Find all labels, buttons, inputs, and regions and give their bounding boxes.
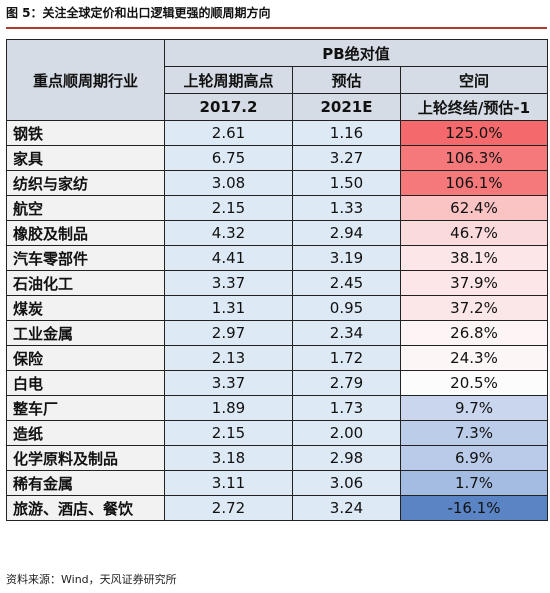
industry-name: 白电: [6, 370, 165, 396]
industry-name: 航空: [6, 195, 165, 221]
pb-2017-value: 2.15: [164, 420, 293, 446]
pb-2017-value: 1.89: [164, 395, 293, 421]
space-value: 37.2%: [400, 295, 548, 321]
pb-2017-value: 4.41: [164, 245, 293, 271]
pb-2021e-value: 1.72: [292, 345, 401, 371]
header-row-columns: 上轮周期高点 预估 空间: [7, 66, 548, 94]
subheader-ratio: 上轮终结/预估-1: [400, 93, 548, 121]
figure-title: 图 5：关注全球定价和出口逻辑更强的顺周期方向: [6, 6, 271, 20]
table-row: 旅游、酒店、餐饮 2.72 3.24 -16.1%: [6, 495, 548, 521]
pb-2021e-value: 2.94: [292, 220, 401, 246]
space-value: 24.3%: [400, 345, 548, 371]
pb-table: 重点顺周期行业 PB绝对值 上轮周期高点 预估 空间 2017.2 2021E …: [6, 39, 548, 521]
pb-2021e-value: 1.50: [292, 170, 401, 196]
space-value: 9.7%: [400, 395, 548, 421]
space-value: 6.9%: [400, 445, 548, 471]
space-value: 62.4%: [400, 195, 548, 221]
table-body: 钢铁 2.61 1.16 125.0% 家具 6.75 3.27 106.3% 纺织与家纺 3.0…: [6, 120, 548, 521]
pb-2021e-value: 3.06: [292, 470, 401, 496]
industry-name: 橡胶及制品: [6, 220, 165, 246]
pb-2017-value: 3.18: [164, 445, 293, 471]
pb-2021e-value: 1.16: [292, 120, 401, 146]
space-value: 1.7%: [400, 470, 548, 496]
pb-2017-value: 3.37: [164, 270, 293, 296]
industry-name: 家具: [6, 145, 165, 171]
pb-2021e-value: 2.34: [292, 320, 401, 346]
pb-2021e-value: 2.98: [292, 445, 401, 471]
subheader-2017: 2017.2: [164, 93, 293, 121]
table-row: 保险 2.13 1.72 24.3%: [6, 345, 548, 371]
pb-2017-value: 3.08: [164, 170, 293, 196]
industry-name: 保险: [6, 345, 165, 371]
table-row: 钢铁 2.61 1.16 125.0%: [6, 120, 548, 146]
pb-group-header: PB绝对值: [164, 39, 548, 67]
header-row-group: 重点顺周期行业 PB绝对值: [6, 39, 548, 121]
industry-name: 钢铁: [6, 120, 165, 146]
table-row: 工业金属 2.97 2.34 26.8%: [6, 320, 548, 346]
industry-name: 工业金属: [6, 320, 165, 346]
space-value: 38.1%: [400, 245, 548, 271]
industry-name: 煤炭: [6, 295, 165, 321]
pb-2021e-value: 2.00: [292, 420, 401, 446]
industry-name: 纺织与家纺: [6, 170, 165, 196]
pb-2021e-value: 0.95: [292, 295, 401, 321]
space-value: 125.0%: [400, 120, 548, 146]
space-value: 7.3%: [400, 420, 548, 446]
pb-2017-value: 6.75: [164, 145, 293, 171]
pb-2017-value: 4.32: [164, 220, 293, 246]
col-header-prev-peak: 上轮周期高点: [164, 66, 293, 94]
pb-2017-value: 2.61: [164, 120, 293, 146]
pb-2021e-value: 3.27: [292, 145, 401, 171]
pb-2021e-value: 2.45: [292, 270, 401, 296]
pb-2021e-value: 2.79: [292, 370, 401, 396]
table-row: 石油化工 3.37 2.45 37.9%: [6, 270, 548, 296]
pb-2017-value: 2.15: [164, 195, 293, 221]
pb-2017-value: 2.97: [164, 320, 293, 346]
pb-2021e-value: 1.33: [292, 195, 401, 221]
space-value: 106.3%: [400, 145, 548, 171]
table-row: 汽车零部件 4.41 3.19 38.1%: [6, 245, 548, 271]
table-row: 航空 2.15 1.33 62.4%: [6, 195, 548, 221]
source-note: 资料来源：Wind，天风证券研究所: [6, 573, 177, 586]
pb-2021e-value: 1.73: [292, 395, 401, 421]
table-row: 纺织与家纺 3.08 1.50 106.1%: [6, 170, 548, 196]
table-row: 造纸 2.15 2.00 7.3%: [6, 420, 548, 446]
space-value: 37.9%: [400, 270, 548, 296]
table-row: 化学原料及制品 3.18 2.98 6.9%: [6, 445, 548, 471]
title-divider: [6, 27, 547, 29]
industry-header: 重点顺周期行业: [6, 39, 165, 121]
industry-name: 汽车零部件: [6, 245, 165, 271]
subheader-2021e: 2021E: [292, 93, 401, 121]
col-header-space: 空间: [400, 66, 548, 94]
space-value: 106.1%: [400, 170, 548, 196]
table-row: 稀有金属 3.11 3.06 1.7%: [6, 470, 548, 496]
pb-2017-value: 1.31: [164, 295, 293, 321]
industry-name: 稀有金属: [6, 470, 165, 496]
table-row: 白电 3.37 2.79 20.5%: [6, 370, 548, 396]
col-header-estimate: 预估: [292, 66, 401, 94]
industry-name: 旅游、酒店、餐饮: [6, 495, 165, 521]
industry-name: 造纸: [6, 420, 165, 446]
pb-2017-value: 3.11: [164, 470, 293, 496]
space-value: 20.5%: [400, 370, 548, 396]
header-row-sub: 2017.2 2021E 上轮终结/预估-1: [7, 93, 548, 121]
industry-name: 石油化工: [6, 270, 165, 296]
table-row: 家具 6.75 3.27 106.3%: [6, 145, 548, 171]
pb-2017-value: 2.72: [164, 495, 293, 521]
space-value: 46.7%: [400, 220, 548, 246]
table-row: 整车厂 1.89 1.73 9.7%: [6, 395, 548, 421]
pb-2021e-value: 3.24: [292, 495, 401, 521]
industry-name: 化学原料及制品: [6, 445, 165, 471]
space-value: -16.1%: [400, 495, 548, 521]
table-row: 橡胶及制品 4.32 2.94 46.7%: [6, 220, 548, 246]
pb-2021e-value: 3.19: [292, 245, 401, 271]
pb-2017-value: 3.37: [164, 370, 293, 396]
pb-2017-value: 2.13: [164, 345, 293, 371]
industry-name: 整车厂: [6, 395, 165, 421]
table-row: 煤炭 1.31 0.95 37.2%: [6, 295, 548, 321]
space-value: 26.8%: [400, 320, 548, 346]
